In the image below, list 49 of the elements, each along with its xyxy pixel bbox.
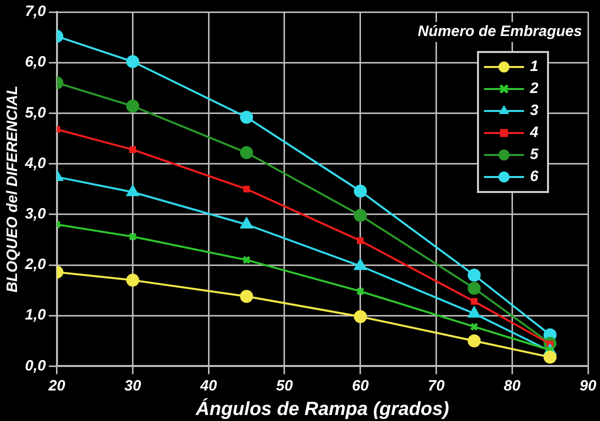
point — [468, 282, 481, 295]
y-tick-label: 4,0 — [24, 154, 46, 172]
x-tick-label: 30 — [124, 377, 142, 394]
x-axis-title: Ángulos de Rampa (grados) — [194, 398, 450, 420]
x-tick-label: 80 — [504, 377, 522, 394]
x-tick-label: 90 — [580, 377, 597, 394]
x-tick-label: 40 — [199, 377, 218, 394]
y-tick-label: 0,0 — [24, 357, 46, 374]
x-tick-label: 70 — [428, 377, 446, 394]
point — [242, 256, 251, 264]
point — [544, 350, 557, 364]
y-axis-title: BLOQUEO del DIFERENCIAL — [4, 86, 22, 292]
point — [129, 146, 136, 153]
point — [356, 286, 365, 296]
point — [354, 258, 367, 270]
legend-label: 6 — [530, 168, 539, 186]
point — [126, 274, 140, 287]
point — [470, 322, 479, 332]
y-tick-label: 7,0 — [24, 3, 46, 20]
legend-label: 1 — [530, 58, 538, 76]
y-tick-label: 5,0 — [24, 104, 46, 122]
point — [128, 232, 138, 241]
point — [126, 100, 140, 113]
point — [354, 208, 367, 222]
x-tick-label: 50 — [276, 377, 294, 394]
x-tick-label: 60 — [352, 377, 370, 394]
point — [240, 290, 254, 303]
point — [468, 334, 481, 348]
y-tick-label: 1,0 — [24, 306, 46, 324]
legend-label: 4 — [529, 124, 539, 142]
point — [468, 268, 481, 282]
legend-title: Número de Embragues — [418, 23, 582, 40]
legend-label: 3 — [530, 102, 539, 120]
point — [243, 186, 250, 192]
legend-label: 5 — [530, 146, 539, 164]
y-tick-label: 6,0 — [24, 54, 46, 71]
point — [240, 110, 254, 124]
point — [126, 55, 140, 68]
point — [354, 184, 367, 198]
point — [354, 310, 367, 324]
x-tick-label: 20 — [48, 377, 66, 394]
point — [357, 237, 364, 244]
point — [240, 146, 254, 160]
point — [470, 298, 478, 305]
point — [240, 217, 254, 229]
legend-label: 2 — [529, 80, 539, 98]
point — [468, 306, 481, 318]
y-tick-label: 3,0 — [24, 206, 46, 223]
y-tick-label: 2,0 — [24, 256, 46, 274]
